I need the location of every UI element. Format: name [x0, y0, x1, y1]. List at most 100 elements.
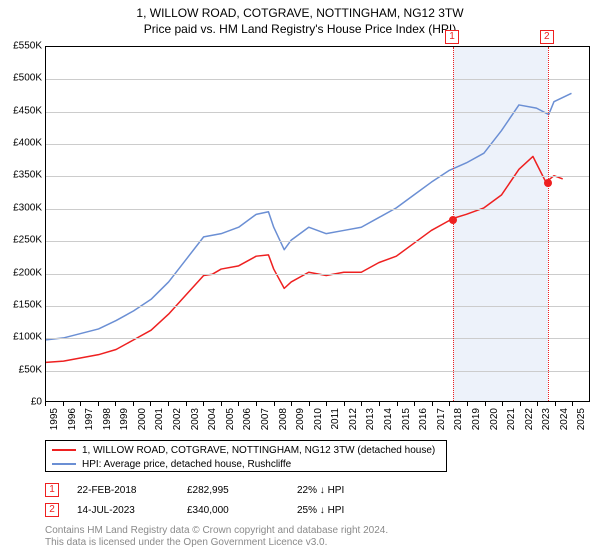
x-tick	[572, 402, 573, 406]
legend-label-2: HPI: Average price, detached house, Rush…	[82, 459, 291, 470]
x-tick-label: 2021	[506, 408, 517, 430]
x-tick-label: 2006	[242, 408, 253, 430]
x-tick-label: 2002	[172, 408, 183, 430]
sale-delta-1: 22% ↓ HPI	[297, 485, 357, 496]
gridline-h	[46, 209, 589, 210]
x-tick	[326, 402, 327, 406]
sale-date-1: 22-FEB-2018	[77, 485, 187, 496]
title-line-1: 1, WILLOW ROAD, COTGRAVE, NOTTINGHAM, NG…	[0, 6, 600, 22]
x-tick-label: 1997	[84, 408, 95, 430]
x-tick-label: 2015	[401, 408, 412, 430]
x-tick-label: 2008	[278, 408, 289, 430]
x-tick	[555, 402, 556, 406]
data-point-1	[449, 216, 457, 224]
y-tick-label: £150K	[13, 299, 42, 310]
title-line-2: Price paid vs. HM Land Registry's House …	[0, 22, 600, 38]
x-tick	[168, 402, 169, 406]
x-tick	[203, 402, 204, 406]
x-tick	[63, 402, 64, 406]
x-tick	[432, 402, 433, 406]
x-tick-label: 2024	[559, 408, 570, 430]
attribution-line-1: Contains HM Land Registry data © Crown c…	[45, 525, 388, 537]
x-tick	[133, 402, 134, 406]
legend-label-1: 1, WILLOW ROAD, COTGRAVE, NOTTINGHAM, NG…	[82, 445, 435, 456]
x-tick	[150, 402, 151, 406]
sales-table: 1 22-FEB-2018 £282,995 22% ↓ HPI 2 14-JU…	[45, 480, 357, 520]
plot-area	[45, 46, 590, 402]
legend-swatch-2	[52, 463, 76, 465]
x-tick	[467, 402, 468, 406]
x-tick	[537, 402, 538, 406]
gridline-h	[46, 144, 589, 145]
x-tick-label: 2011	[330, 408, 341, 430]
series-hpi	[46, 93, 571, 340]
sale-marker-1: 1	[45, 483, 59, 497]
x-tick-label: 1995	[49, 408, 60, 430]
x-tick-label: 2000	[137, 408, 148, 430]
x-tick-label: 2016	[418, 408, 429, 430]
x-tick-label: 2005	[225, 408, 236, 430]
x-tick-label: 1998	[102, 408, 113, 430]
x-tick-label: 2003	[190, 408, 201, 430]
sale-marker-2: 2	[45, 503, 59, 517]
gridline-h	[46, 79, 589, 80]
x-tick-label: 2007	[260, 408, 271, 430]
x-tick-label: 2004	[207, 408, 218, 430]
x-tick-label: 2025	[576, 408, 587, 430]
marker-line	[548, 47, 549, 401]
x-tick-label: 2001	[154, 408, 165, 430]
x-tick	[485, 402, 486, 406]
y-tick-label: £200K	[13, 267, 42, 278]
gridline-h	[46, 371, 589, 372]
x-tick-label: 2012	[348, 408, 359, 430]
sales-row-2: 2 14-JUL-2023 £340,000 25% ↓ HPI	[45, 500, 357, 520]
x-tick	[238, 402, 239, 406]
x-tick-label: 2019	[471, 408, 482, 430]
x-tick-label: 1996	[67, 408, 78, 430]
x-tick	[361, 402, 362, 406]
x-tick	[98, 402, 99, 406]
x-tick	[414, 402, 415, 406]
x-tick-label: 2017	[436, 408, 447, 430]
x-tick	[520, 402, 521, 406]
x-tick	[344, 402, 345, 406]
x-tick	[274, 402, 275, 406]
series-property_price	[46, 156, 563, 362]
x-tick	[80, 402, 81, 406]
gridline-h	[46, 274, 589, 275]
legend-item-1: 1, WILLOW ROAD, COTGRAVE, NOTTINGHAM, NG…	[52, 443, 440, 457]
x-tick-label: 1999	[119, 408, 130, 430]
x-tick	[45, 402, 46, 406]
y-tick-label: £0	[31, 397, 42, 408]
y-tick-label: £450K	[13, 105, 42, 116]
x-tick	[221, 402, 222, 406]
x-tick-label: 2022	[524, 408, 535, 430]
sales-row-1: 1 22-FEB-2018 £282,995 22% ↓ HPI	[45, 480, 357, 500]
data-point-2	[544, 179, 552, 187]
marker-line	[453, 47, 454, 401]
y-tick-label: £50K	[19, 364, 42, 375]
x-tick	[291, 402, 292, 406]
gridline-h	[46, 306, 589, 307]
y-tick-label: £350K	[13, 170, 42, 181]
x-tick	[397, 402, 398, 406]
gridline-h	[46, 338, 589, 339]
x-tick	[115, 402, 116, 406]
gridline-h	[46, 112, 589, 113]
x-tick	[309, 402, 310, 406]
legend-swatch-1	[52, 449, 76, 451]
sale-price-1: £282,995	[187, 485, 297, 496]
x-tick-label: 2010	[313, 408, 324, 430]
attribution: Contains HM Land Registry data © Crown c…	[45, 525, 388, 549]
y-tick-label: £250K	[13, 235, 42, 246]
x-tick	[502, 402, 503, 406]
sale-delta-2: 25% ↓ HPI	[297, 505, 357, 516]
y-tick-label: £400K	[13, 138, 42, 149]
sale-price-2: £340,000	[187, 505, 297, 516]
x-tick	[256, 402, 257, 406]
sale-date-2: 14-JUL-2023	[77, 505, 187, 516]
y-tick-label: £550K	[13, 41, 42, 52]
marker-label-2: 2	[540, 30, 554, 44]
x-tick	[186, 402, 187, 406]
legend-item-2: HPI: Average price, detached house, Rush…	[52, 457, 440, 471]
